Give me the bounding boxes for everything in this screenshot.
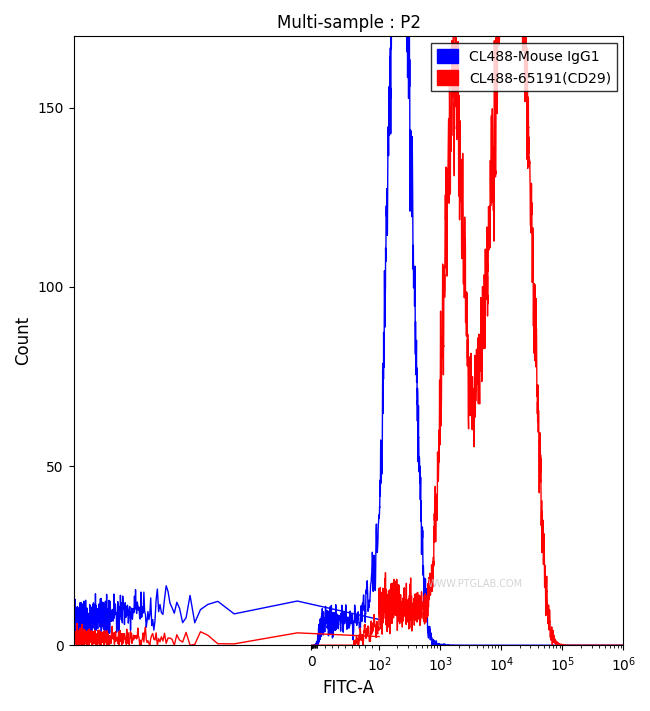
- CL488-65191(CD29): [87, 634, 95, 643]
- CL488-Mouse IgG1: [176, 604, 183, 613]
- CL488-Mouse IgG1: [90, 616, 98, 625]
- CL488-65191(CD29): [87, 638, 95, 647]
- Y-axis label: Count: Count: [14, 316, 32, 365]
- CL488-Mouse IgG1: [79, 638, 87, 646]
- CL488-65191(CD29): [176, 636, 183, 644]
- Legend: CL488-Mouse IgG1, CL488-65191(CD29): CL488-Mouse IgG1, CL488-65191(CD29): [432, 43, 616, 91]
- CL488-Mouse IgG1: [87, 603, 95, 611]
- X-axis label: FITC-A: FITC-A: [322, 679, 374, 697]
- CL488-Mouse IgG1: [87, 620, 95, 629]
- CL488-65191(CD29): [116, 629, 124, 638]
- CL488-65191(CD29): [94, 626, 102, 635]
- CL488-Mouse IgG1: [94, 624, 101, 633]
- Text: WWW.PTGLAB.COM: WWW.PTGLAB.COM: [428, 579, 523, 589]
- CL488-Mouse IgG1: [162, 582, 170, 590]
- CL488-65191(CD29): [90, 637, 98, 646]
- CL488-65191(CD29): [71, 641, 79, 650]
- CL488-Mouse IgG1: [116, 602, 124, 611]
- CL488-Mouse IgG1: [70, 614, 77, 623]
- Title: Multi-sample : P2: Multi-sample : P2: [276, 14, 421, 32]
- CL488-65191(CD29): [375, 632, 383, 641]
- Line: CL488-65191(CD29): CL488-65191(CD29): [73, 624, 379, 646]
- Line: CL488-Mouse IgG1: CL488-Mouse IgG1: [73, 586, 379, 642]
- CL488-65191(CD29): [70, 630, 77, 638]
- CL488-Mouse IgG1: [375, 615, 383, 624]
- CL488-65191(CD29): [73, 619, 81, 628]
